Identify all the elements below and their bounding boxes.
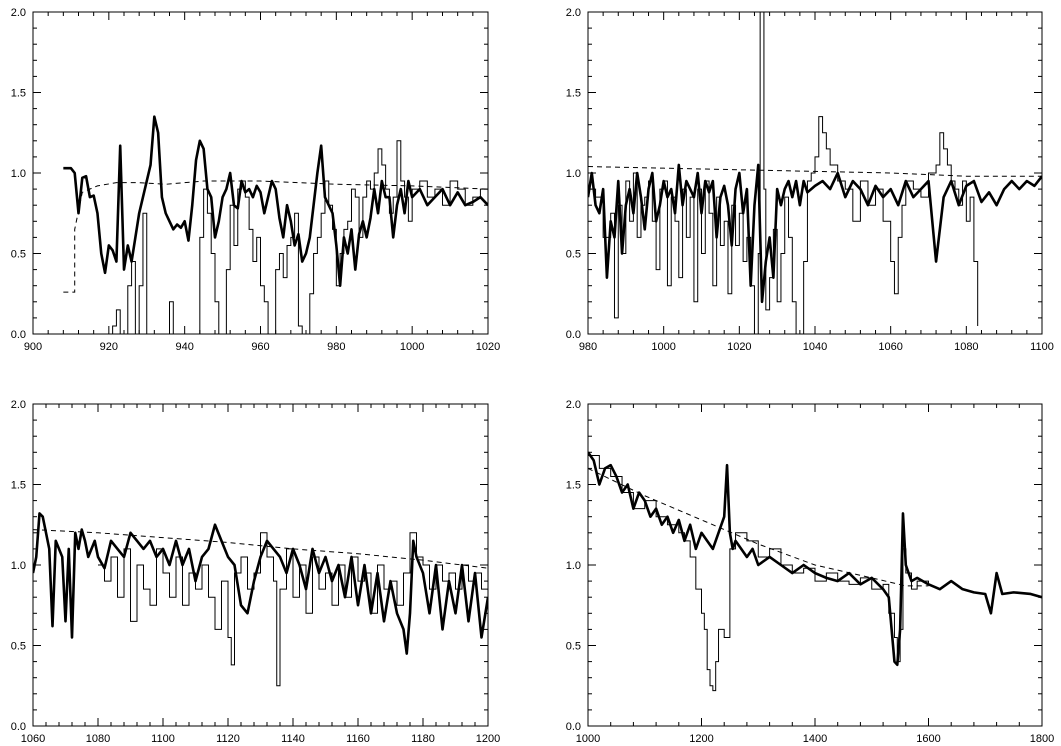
x-tick-label: 1000: [400, 341, 424, 353]
y-tick-label: 1.0: [11, 560, 26, 572]
panel-bottom-right: 1000 1200 1400 1600 1800 0.0 0.5 1.0 1.5 2.0: [566, 399, 1055, 745]
x-tick-label: 980: [579, 341, 597, 353]
x-tick-label: 1060: [21, 733, 45, 745]
y-tick-label: 0.5: [566, 249, 581, 261]
x-tick-label: 1180: [411, 733, 435, 745]
x-tick-label: 1160: [346, 733, 370, 745]
y-tick-label: 2.0: [11, 399, 26, 411]
y-tick-label: 2.0: [566, 7, 581, 19]
x-tick-label: 1200: [689, 733, 713, 745]
x-tick-label: 1060: [878, 341, 902, 353]
series-thick-line: [33, 512, 488, 655]
series-thin-line: [588, 12, 979, 334]
series-thick-line: [588, 451, 1042, 667]
series-thick-line: [63, 115, 488, 287]
y-tick-label: 1.5: [11, 480, 26, 492]
x-tick-label: 1080: [86, 733, 110, 745]
x-tick-label: 980: [327, 341, 345, 353]
x-tick-label: 1000: [651, 341, 675, 353]
y-tick-label: 0.5: [566, 641, 581, 653]
x-tick-label: 1800: [1030, 733, 1054, 745]
x-tick-label: 920: [100, 341, 118, 353]
x-tick-label: 1040: [803, 341, 827, 353]
series-thin-line: [588, 455, 929, 692]
x-tick-label: 1000: [576, 733, 600, 745]
y-tick-label: 1.0: [11, 168, 26, 180]
x-tick-label: 900: [24, 341, 42, 353]
x-tick-label: 1400: [803, 733, 827, 745]
series-dashed-line: [588, 467, 929, 587]
x-tick-label: 960: [251, 341, 269, 353]
y-tick-label: 0.0: [11, 721, 26, 733]
series-dashed-line: [33, 529, 488, 569]
y-tick-label: 1.5: [11, 88, 26, 100]
series-dashed-line: [588, 166, 1042, 177]
y-tick-label: 0.0: [11, 329, 26, 341]
x-tick-label: 1100: [151, 733, 175, 745]
panel-top-left: 900 920 940 960 980 1000 1020 0.0 0.5 1.0 1.5 2.0: [11, 7, 501, 353]
y-tick-label: 2.0: [11, 7, 26, 19]
x-tick-label: 1020: [476, 341, 500, 353]
series-thin-line: [108, 140, 488, 334]
y-tick-label: 0.0: [566, 329, 581, 341]
x-tick-label: 1100: [1030, 341, 1054, 353]
x-tick-label: 1140: [281, 733, 305, 745]
x-tick-label: 1200: [476, 733, 500, 745]
panel-bottom-left: 1060 1080 1100 1120 1140 1160 1180 1200 0.0 0.5 1.…: [11, 399, 501, 745]
y-tick-label: 0.5: [11, 641, 26, 653]
x-tick-label: 940: [175, 341, 193, 353]
x-tick-label: 1120: [216, 733, 240, 745]
series-thin-line: [98, 532, 488, 687]
y-tick-label: 0.0: [566, 721, 581, 733]
series-dashed-line: [63, 180, 488, 293]
x-tick-label: 1020: [727, 341, 751, 353]
y-tick-label: 1.5: [566, 480, 581, 492]
y-tick-label: 1.0: [566, 168, 581, 180]
x-tick-label: 1600: [916, 733, 940, 745]
y-tick-label: 1.5: [566, 88, 581, 100]
y-tick-label: 1.0: [566, 560, 581, 572]
y-tick-label: 2.0: [566, 399, 581, 411]
x-tick-label: 1080: [954, 341, 978, 353]
y-tick-label: 0.5: [11, 249, 26, 261]
panel-top-right: 980 1000 1020 1040 1060 1080 1100 0.0 0.5 1.0 1.5 2…: [566, 7, 1054, 353]
